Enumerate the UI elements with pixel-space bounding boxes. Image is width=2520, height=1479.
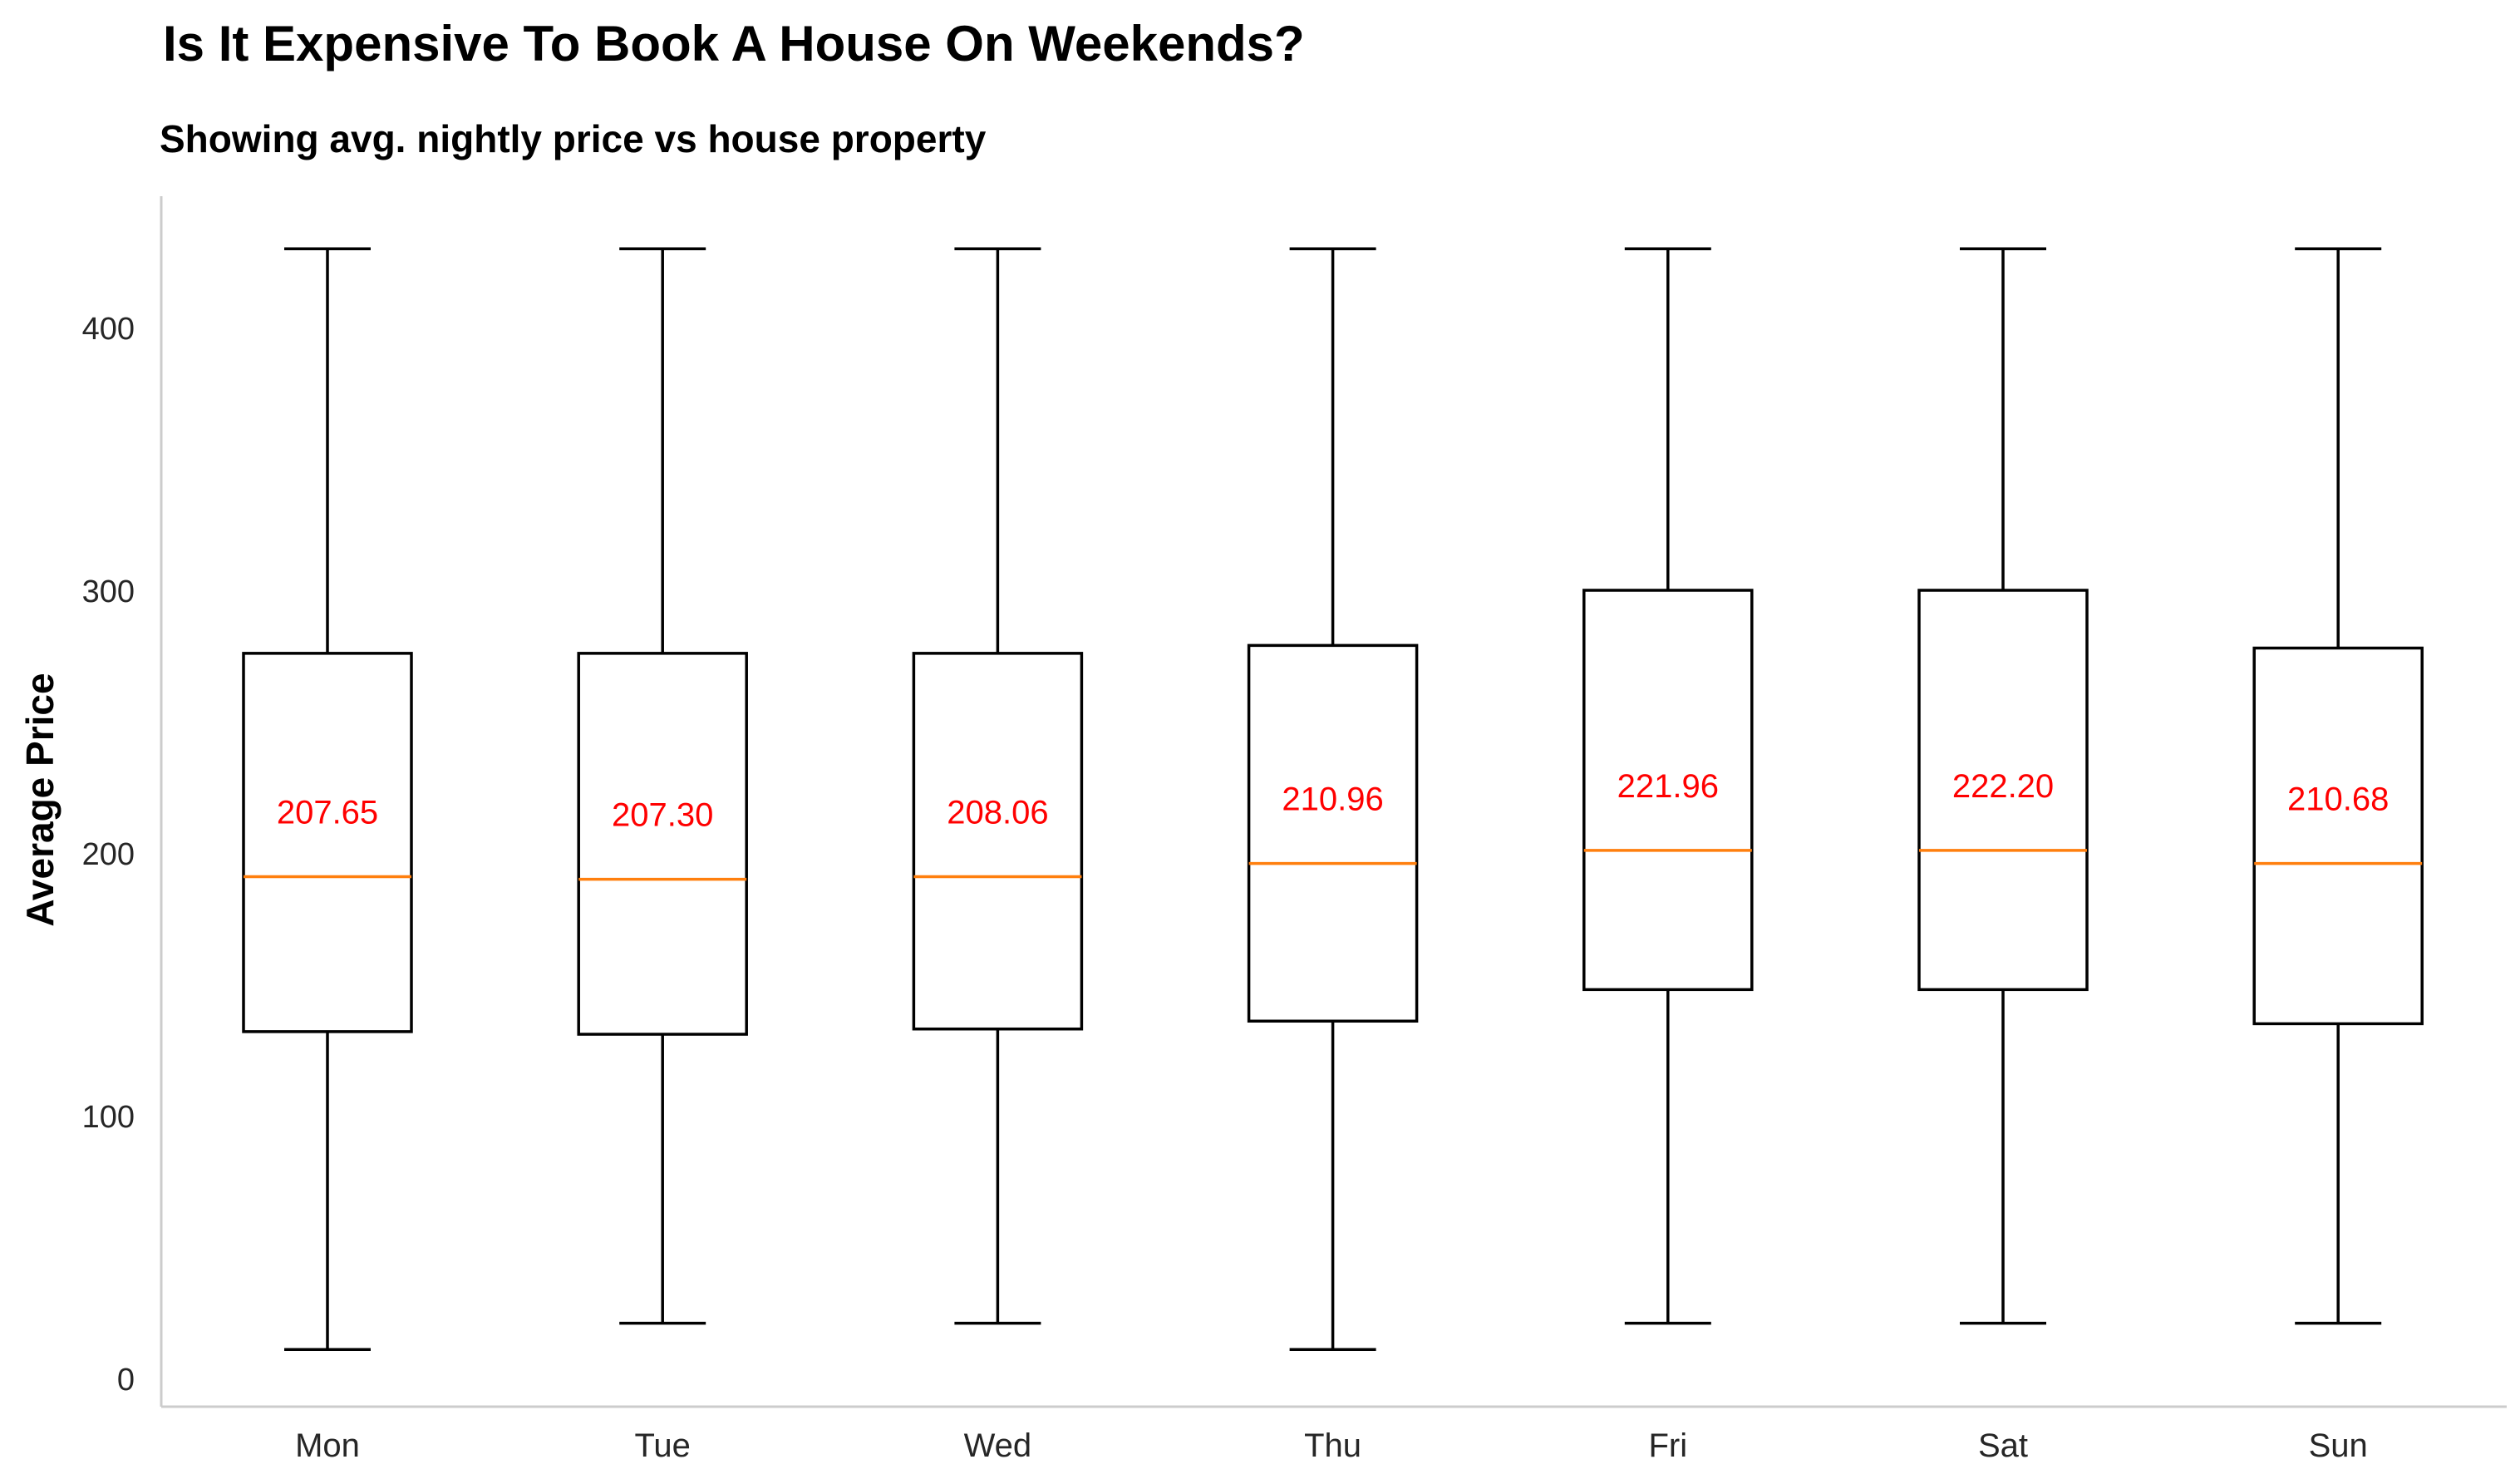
box-fri: 221.96 Fri (1582, 247, 1754, 1464)
x-tick-label: Tue (634, 1427, 690, 1464)
mean-label: 210.68 (2287, 781, 2389, 818)
box-thu: 210.96 Thu (1247, 247, 1419, 1464)
box-sun: 210.68 Sun (2252, 247, 2424, 1464)
mean-label: 208.06 (947, 794, 1048, 831)
box-mon: 207.65 Mon (242, 247, 413, 1464)
axes: 0 100 200 300 400 (82, 196, 2507, 1408)
box-sat: 222.20 Sat (1917, 247, 2089, 1464)
y-tick-label: 200 (82, 837, 135, 872)
x-tick-label: Fri (1648, 1427, 1687, 1464)
x-tick-label: Mon (295, 1427, 360, 1464)
y-axis-label: Average Price (18, 673, 62, 926)
iqr-box (1582, 589, 1754, 992)
y-tick-label: 100 (82, 1100, 135, 1135)
x-tick-label: Thu (1304, 1427, 1361, 1464)
iqr-box (2252, 646, 2424, 1026)
mean-label: 210.96 (1282, 781, 1383, 818)
iqr-box (577, 652, 748, 1036)
mean-label: 221.96 (1617, 768, 1719, 805)
boxes: 207.65 Mon 207.30 Tue 208.06 Wed 210.96 Thu 221.… (242, 247, 2424, 1464)
chart-title: Is It Expensive To Book A House On Weeke… (163, 16, 1305, 71)
box-tue: 207.30 Tue (577, 247, 748, 1464)
iqr-box (912, 652, 1084, 1031)
x-tick-label: Sun (2309, 1427, 2368, 1464)
chart-subtitle: Showing avg. nightly price vs house prop… (160, 117, 987, 160)
y-tick-label: 0 (117, 1363, 135, 1398)
iqr-box (1917, 589, 2089, 992)
y-tick-label: 400 (82, 312, 135, 347)
x-tick-label: Wed (964, 1427, 1032, 1464)
y-tick-label: 300 (82, 574, 135, 609)
mean-label: 222.20 (1952, 768, 2054, 805)
x-tick-label: Sat (1978, 1427, 2028, 1464)
mean-label: 207.30 (612, 797, 713, 834)
iqr-box (242, 652, 413, 1033)
mean-label: 207.65 (277, 794, 378, 831)
iqr-box (1247, 643, 1419, 1023)
box-wed: 208.06 Wed (912, 247, 1084, 1464)
